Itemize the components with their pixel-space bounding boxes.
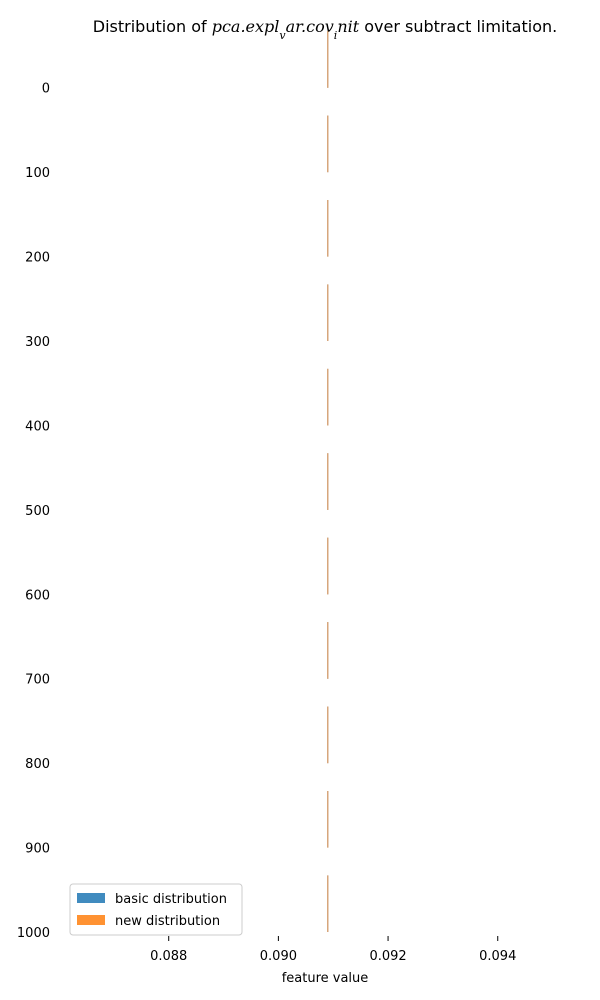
x-axis-label: feature value — [282, 971, 369, 986]
y-tick-label: 500 — [25, 504, 50, 519]
legend-swatch-basic — [77, 893, 105, 903]
y-tick-label: 200 — [25, 251, 50, 266]
y-tick-label: 600 — [25, 588, 50, 603]
y-tick-label: 700 — [25, 673, 50, 688]
y-tick-label: 100 — [25, 166, 50, 181]
y-tick-label: 1000 — [17, 926, 50, 941]
y-tick-label: 400 — [25, 419, 50, 434]
legend: basic distribution new distribution — [69, 883, 243, 936]
y-axis: 0 100 200 300 400 500 600 700 800 900 1000 — [17, 82, 50, 941]
chart-title: Distribution of pca.explvar.covinit over… — [93, 17, 557, 42]
y-tick-label: 800 — [25, 757, 50, 772]
legend-frame — [69, 883, 243, 936]
legend-label-basic: basic distribution — [115, 892, 227, 907]
y-tick-label: 300 — [25, 335, 50, 350]
x-tick-label: 0.088 — [150, 949, 187, 964]
y-tick-label: 0 — [42, 82, 50, 97]
y-tick-label: 900 — [25, 842, 50, 857]
legend-swatch-new — [77, 915, 105, 925]
x-tick-label: 0.094 — [479, 949, 516, 964]
x-axis: 0.088 0.090 0.092 0.094 — [150, 936, 516, 964]
x-tick-label: 0.090 — [260, 949, 297, 964]
legend-label-new: new distribution — [115, 914, 220, 929]
x-tick-label: 0.092 — [369, 949, 406, 964]
